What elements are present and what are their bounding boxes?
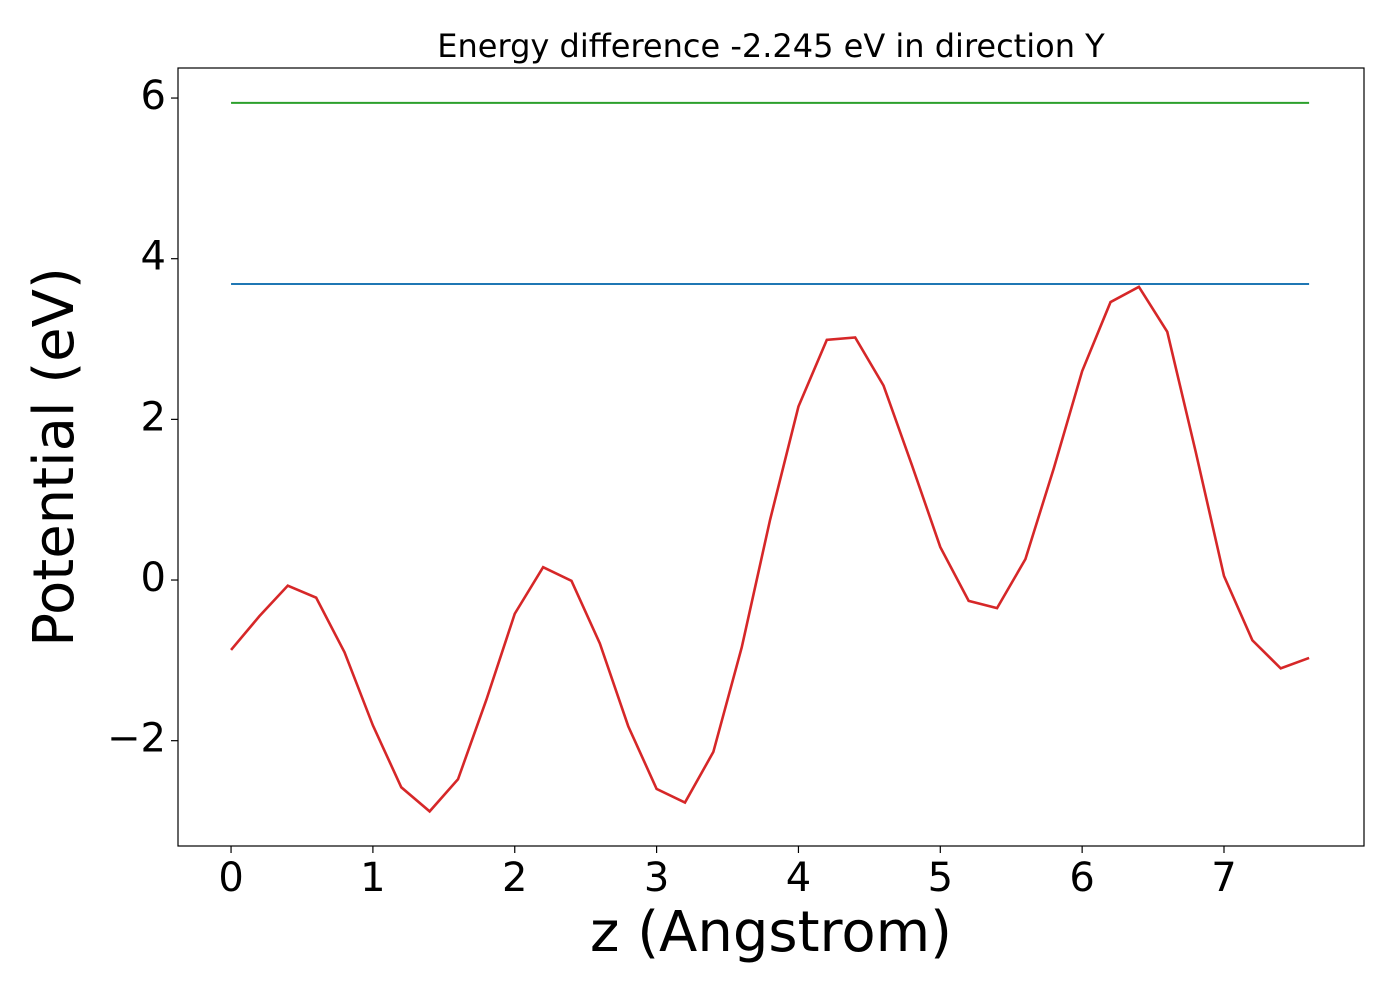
y-tick-label: 2: [141, 394, 166, 440]
y-tick-label: −2: [107, 716, 166, 762]
x-tick-label: 0: [218, 855, 243, 901]
y-tick-label: 6: [141, 73, 166, 119]
x-tick-label: 5: [928, 855, 953, 901]
x-tick-label: 6: [1069, 855, 1094, 901]
x-axis-label: z (Angstrom): [590, 900, 952, 965]
line-series: [230, 285, 1310, 814]
x-tick-label: 3: [644, 855, 669, 901]
x-tick-label: 2: [502, 855, 527, 901]
x-tick-label: 7: [1211, 855, 1236, 901]
y-tick-label: 0: [141, 555, 166, 601]
x-tick-label: 1: [360, 855, 385, 901]
y-axis-label: Potential (eV): [22, 267, 87, 647]
chart-title: Energy difference -2.245 eV in direction…: [437, 27, 1105, 65]
y-tick-label: 4: [141, 234, 166, 280]
x-tick-label: 4: [786, 855, 811, 901]
plot-frame: [177, 67, 1365, 847]
